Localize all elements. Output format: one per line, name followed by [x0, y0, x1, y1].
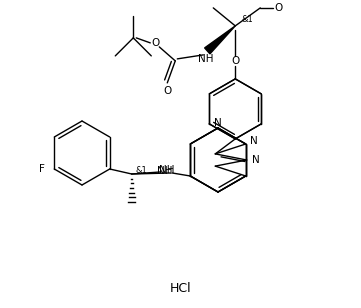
- Text: &1: &1: [242, 15, 253, 24]
- Text: NH: NH: [159, 165, 174, 175]
- Polygon shape: [205, 26, 235, 54]
- Text: O: O: [163, 86, 171, 96]
- Text: O: O: [151, 38, 160, 48]
- Text: O: O: [231, 56, 239, 66]
- Text: N: N: [214, 118, 222, 128]
- Text: NH: NH: [197, 54, 213, 64]
- Text: &1: &1: [136, 165, 148, 175]
- Text: O: O: [274, 3, 282, 13]
- Text: F: F: [39, 164, 45, 174]
- Text: HCl: HCl: [170, 282, 192, 294]
- Text: NH: NH: [157, 166, 172, 176]
- Text: N: N: [252, 155, 260, 165]
- Text: N: N: [250, 136, 258, 146]
